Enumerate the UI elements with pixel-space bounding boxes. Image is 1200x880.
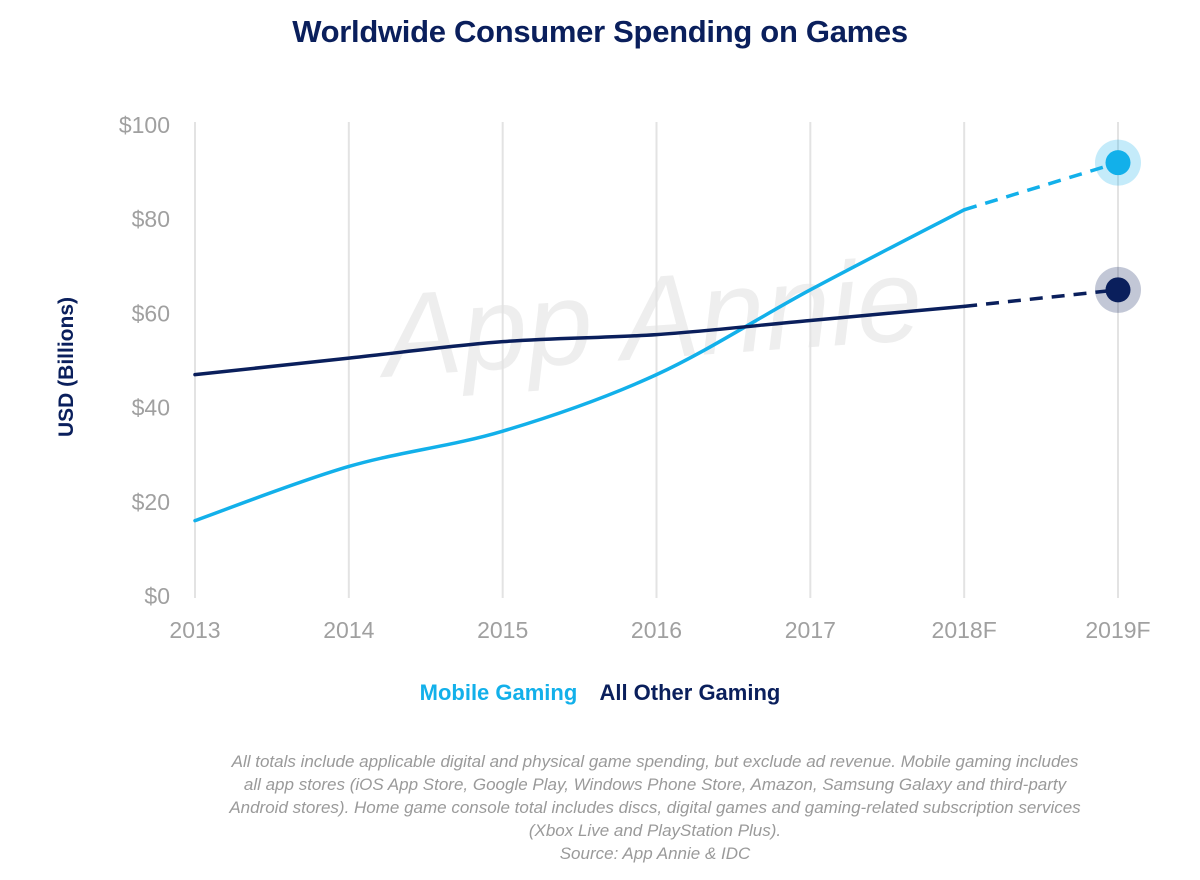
footnote: All totals include applicable digital an… — [150, 750, 1160, 865]
footnote-line: all app stores (iOS App Store, Google Pl… — [243, 775, 1067, 794]
legend: Mobile Gaming All Other Gaming — [0, 680, 1200, 706]
x-tick-label: 2016 — [631, 617, 682, 643]
x-tick-label: 2017 — [785, 617, 836, 643]
data-point-mobile-gaming — [1105, 150, 1131, 176]
x-tick-label: 2019F — [1085, 617, 1150, 643]
x-tick-label: 2018F — [932, 617, 997, 643]
legend-item-mobile-gaming: Mobile Gaming — [419, 680, 578, 705]
y-tick-label: $60 — [132, 300, 170, 326]
data-point-all-other-gaming — [1105, 277, 1131, 303]
y-tick-label: $100 — [119, 112, 170, 138]
series-line-mobile-gaming — [193, 208, 966, 523]
legend-item-all-other-gaming: All Other Gaming — [599, 680, 781, 705]
y-tick-label: $80 — [132, 206, 170, 232]
y-tick-label: $40 — [132, 395, 170, 421]
series-line-all-other-gaming — [193, 304, 966, 377]
y-tick-label: $20 — [132, 489, 170, 515]
footnote-line: (Xbox Live and PlayStation Plus). — [528, 821, 782, 840]
footnote-source: Source: App Annie & IDC — [559, 844, 751, 863]
x-tick-label: 2015 — [477, 617, 528, 643]
footnote-line: Android stores). Home game console total… — [229, 798, 1081, 817]
chart-title: Worldwide Consumer Spending on Games — [292, 14, 908, 49]
series-forecast-line-all-other-gaming — [963, 288, 1119, 309]
y-tick-label: $0 — [144, 583, 170, 609]
y-axis-label: USD (Billions) — [55, 297, 78, 437]
footnote-line: All totals include applicable digital an… — [231, 752, 1079, 771]
series-forecast-line-mobile-gaming — [963, 161, 1119, 212]
x-tick-label: 2014 — [323, 617, 374, 643]
x-tick-label: 2013 — [169, 617, 220, 643]
